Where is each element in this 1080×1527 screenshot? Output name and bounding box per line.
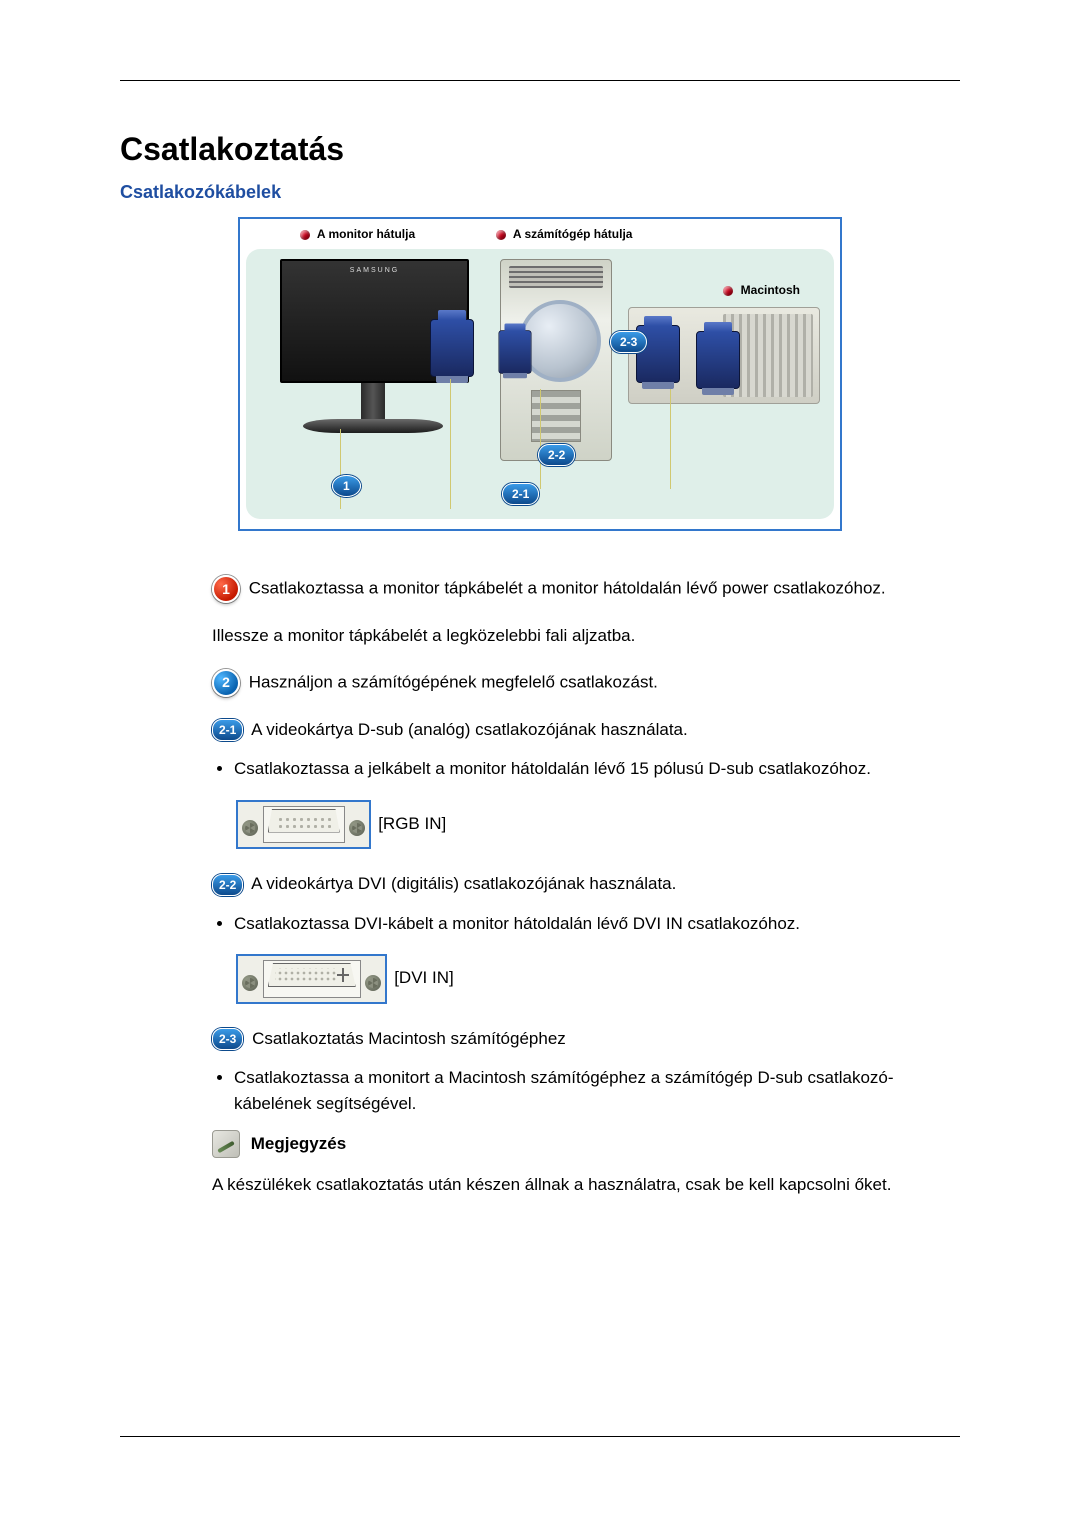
rgb-port-icon: [236, 800, 371, 850]
note-heading: Megjegyzés: [251, 1131, 346, 1157]
step-2-2-text: A videokártya DVI (digitális) csatlakozó…: [251, 874, 676, 893]
label-pc-back: A számítógép hátulja: [496, 227, 632, 241]
connection-diagram: A monitor hátulja A számítógép hátulja M…: [238, 217, 842, 531]
content-body: 1 Csatlakoztassa a monitor tápkábelét a …: [120, 575, 960, 1198]
rgb-port-label: [RGB IN]: [378, 814, 446, 833]
top-rule: [120, 80, 960, 81]
pc-vents: [509, 266, 603, 288]
bullet-icon: [496, 230, 506, 240]
step-2-3-text: Csatlakoztatás Macintosh számítógéphez: [252, 1029, 566, 1048]
step-2-badge-icon: 2: [212, 669, 240, 697]
step-2-1: 2-1 A videokártya D-sub (analóg) csatlak…: [212, 717, 960, 743]
note-pencil-icon: [212, 1130, 240, 1158]
step-2: 2 Használjon a számítógépének megfelelő …: [212, 669, 960, 697]
step-2-3: 2-3 Csatlakoztatás Macintosh számítógéph…: [212, 1026, 960, 1052]
step-1-badge-icon: 1: [212, 575, 240, 603]
bullet-icon: [723, 286, 733, 296]
vga-connector-icon: [696, 331, 740, 389]
step-2-text: Használjon a számítógépének megfelelő cs…: [249, 672, 658, 691]
step-1-para2: Illessze a monitor tápkábelét a legközel…: [212, 623, 960, 649]
vga-pins-icon: [275, 814, 333, 828]
callout-2-2: 2-2: [538, 444, 575, 466]
step-2-2-bullet: Csatlakoztassa DVI-kábelt a monitor háto…: [234, 911, 960, 937]
vga-connector-icon: [499, 330, 532, 374]
label-mac: Macintosh: [723, 283, 800, 297]
monitor-neck: [361, 383, 385, 419]
bottom-rule: [120, 1436, 960, 1437]
label-monitor-back: A monitor hátulja: [300, 227, 415, 241]
step-2-3-bullets: Csatlakoztassa a monitort a Macintosh sz…: [212, 1065, 960, 1116]
step-1-text: Csatlakoztassa a monitor tápkábelét a mo…: [249, 578, 886, 597]
port-inner: [263, 960, 361, 998]
step-2-1-text: A videokártya D-sub (analóg) csatlakozój…: [251, 720, 688, 739]
monitor-base: [303, 419, 443, 433]
label-monitor-back-text: A monitor hátulja: [317, 227, 415, 241]
step-2-3-badge-icon: 2-3: [212, 1028, 243, 1050]
note-text: A készülékek csatlakoztatás után készen …: [212, 1172, 960, 1198]
pc-slots: [531, 390, 581, 442]
screw-icon: [365, 975, 381, 991]
screw-icon: [242, 975, 258, 991]
page: Csatlakoztatás Csatlakozókábelek A monit…: [0, 0, 1080, 1527]
callout-2-3: 2-3: [610, 331, 647, 353]
port-inner: [263, 806, 345, 844]
step-2-3-bullet: Csatlakoztassa a monitort a Macintosh sz…: [234, 1065, 960, 1116]
dvi-port-icon: [236, 954, 387, 1004]
vga-connector-icon: [430, 319, 474, 377]
step-2-1-badge-icon: 2-1: [212, 719, 243, 741]
cable-line: [340, 429, 341, 509]
step-2-1-bullets: Csatlakoztassa a jelkábelt a monitor hát…: [212, 756, 960, 782]
cable-line: [450, 379, 451, 509]
monitor-brand: SAMSUNG: [282, 267, 467, 274]
diagram-wrapper: A monitor hátulja A számítógép hátulja M…: [120, 217, 960, 531]
page-title: Csatlakoztatás: [120, 131, 960, 168]
label-pc-back-text: A számítógép hátulja: [513, 227, 633, 241]
step-2-2: 2-2 A videokártya DVI (digitális) csatla…: [212, 871, 960, 897]
section-subtitle: Csatlakozókábelek: [120, 182, 960, 203]
cable-line: [540, 389, 541, 489]
note-heading-row: Megjegyzés: [212, 1130, 960, 1158]
callout-2-1: 2-1: [502, 483, 539, 505]
dvi-port-label: [DVI IN]: [394, 968, 454, 987]
label-mac-text: Macintosh: [741, 283, 800, 297]
screw-icon: [349, 820, 365, 836]
step-2-1-bullet: Csatlakoztassa a jelkábelt a monitor hát…: [234, 756, 960, 782]
step-1: 1 Csatlakoztassa a monitor tápkábelét a …: [212, 575, 960, 603]
dvi-slot-icon: [337, 968, 349, 982]
callout-1: 1: [332, 475, 361, 497]
screw-icon: [242, 820, 258, 836]
step-2-2-bullets: Csatlakoztassa DVI-kábelt a monitor háto…: [212, 911, 960, 937]
step-2-2-badge-icon: 2-2: [212, 874, 243, 896]
rgb-port-row: [RGB IN]: [212, 796, 960, 854]
dvi-port-row: [DVI IN]: [212, 950, 960, 1008]
vga-trapezoid-icon: [268, 809, 340, 833]
cable-line: [670, 389, 671, 489]
bullet-icon: [300, 230, 310, 240]
dvi-trapezoid-icon: [268, 963, 356, 987]
